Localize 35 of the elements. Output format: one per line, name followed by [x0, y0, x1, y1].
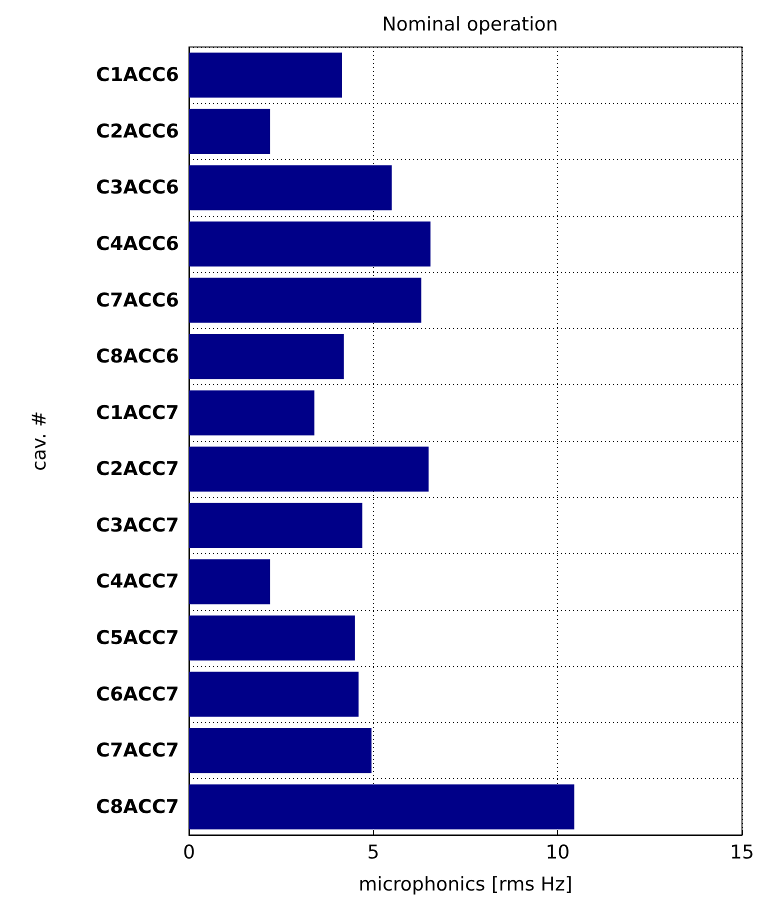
- y-tick-label: C8ACC7: [96, 796, 179, 818]
- bar: [189, 446, 429, 492]
- bar: [189, 334, 344, 380]
- x-tick-label: 15: [730, 842, 754, 864]
- y-tick-label: C8ACC6: [96, 346, 179, 368]
- bar: [189, 728, 372, 774]
- x-tick-label: 10: [546, 842, 570, 864]
- bar: [189, 221, 430, 267]
- bar: [189, 165, 392, 210]
- y-tick-label: C2ACC6: [96, 120, 179, 142]
- x-axis-title: microphonics [rms Hz]: [358, 874, 572, 896]
- y-tick-label: C3ACC6: [96, 176, 179, 199]
- y-axis-title: cav. #: [28, 411, 50, 471]
- bar: [189, 390, 314, 436]
- y-tick-label: C7ACC6: [96, 289, 179, 312]
- bar: [189, 108, 270, 154]
- bar: [189, 278, 422, 323]
- y-tick-label: C1ACC6: [96, 64, 179, 86]
- bar: [189, 784, 574, 830]
- y-tick-label: C2ACC7: [96, 458, 179, 480]
- bar: [189, 615, 355, 661]
- chart-title: Nominal operation: [382, 14, 558, 36]
- x-tick-label: 0: [182, 842, 196, 864]
- bar: [189, 502, 362, 548]
- x-tick-label: 5: [367, 842, 380, 864]
- bar: [189, 559, 270, 604]
- y-tick-label: C3ACC7: [96, 514, 179, 536]
- y-tick-label: C1ACC7: [96, 402, 179, 424]
- bar: [189, 672, 359, 717]
- y-tick-label: C4ACC6: [96, 233, 179, 255]
- bar: [189, 52, 342, 98]
- y-tick-label: C6ACC7: [96, 683, 179, 706]
- y-tick-label: C7ACC7: [96, 740, 179, 762]
- y-tick-label: C5ACC7: [96, 627, 179, 649]
- y-tick-label: C4ACC7: [96, 570, 179, 593]
